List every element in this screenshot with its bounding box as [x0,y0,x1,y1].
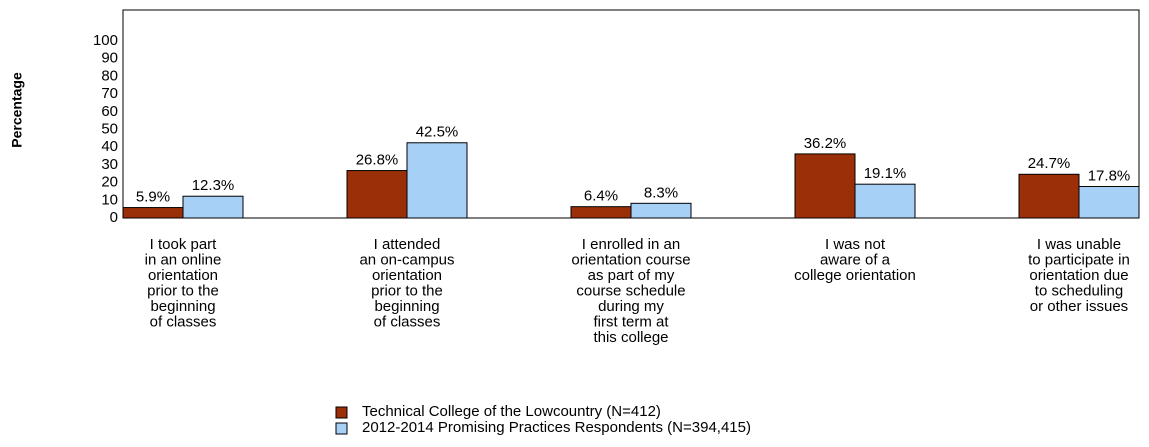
bar [182,195,244,219]
x-tick-label: this college [593,329,668,346]
x-tick-label: during my [598,298,664,315]
y-tick-label: 90 [101,50,118,67]
x-tick-label: or other issues [1030,298,1128,315]
bar [1018,173,1080,219]
legend-label: 2012-2014 Promising Practices Respondent… [362,419,751,436]
x-tick-label: course schedule [576,282,685,299]
value-label: 42.5% [416,124,459,141]
value-label: 12.3% [192,177,235,194]
value-label: 19.1% [864,165,907,182]
x-tick-label: I was unable [1037,236,1121,253]
x-tick-label: in an online [145,251,222,268]
x-tick-label: of classes [374,313,441,330]
value-label: 26.8% [356,152,399,169]
x-tick-label: first term at [593,313,669,330]
x-tick-label: I took part [150,236,218,253]
x-tick-label: orientation due [1029,267,1128,284]
y-tick-label: 0 [110,209,118,226]
y-tick-label: 80 [101,67,118,84]
y-tick-label: 30 [101,156,118,173]
x-tick-label: to scheduling [1035,282,1123,299]
x-tick-label: I was not [825,236,886,253]
bar [570,206,632,219]
x-tick-label: orientation [372,267,442,284]
x-tick-label: as part of my [588,267,675,284]
x-tick-label: college orientation [794,267,916,284]
bar [122,207,184,219]
legend-swatch [335,406,348,419]
x-tick-label: prior to the [147,282,219,299]
legend-label: Technical College of the Lowcountry (N=4… [362,403,661,420]
y-tick-label: 100 [93,32,118,49]
x-tick-label: prior to the [371,282,443,299]
legend-swatch [335,422,348,435]
x-tick-label: orientation [148,267,218,284]
bar [630,202,692,219]
value-label: 5.9% [136,189,170,206]
y-tick-label: 20 [101,174,118,191]
value-label: 8.3% [644,184,678,201]
x-tick-label: I enrolled in an [582,236,680,253]
y-tick-label: 70 [101,85,118,102]
bar [406,142,468,219]
x-tick-label: of classes [150,313,217,330]
value-label: 6.4% [584,188,618,205]
y-tick-label: 60 [101,103,118,120]
x-tick-label: aware of a [820,251,891,268]
value-label: 24.7% [1028,155,1071,172]
y-tick-label: 40 [101,138,118,155]
plot-frame [122,9,1140,219]
y-axis-title: Percentage [9,72,25,148]
x-tick-label: beginning [374,298,439,315]
value-label: 17.8% [1088,167,1131,184]
x-tick-label: an on-campus [359,251,454,268]
y-tick-label: 50 [101,120,118,137]
bar [346,170,408,219]
bar [854,183,916,219]
bar [794,153,856,219]
y-tick-label: 10 [101,191,118,208]
bar [1078,185,1140,219]
x-tick-label: I attended [374,236,441,253]
x-tick-label: beginning [150,298,215,315]
value-label: 36.2% [804,135,847,152]
x-tick-label: to participate in [1028,251,1130,268]
x-tick-label: orientation course [571,251,690,268]
